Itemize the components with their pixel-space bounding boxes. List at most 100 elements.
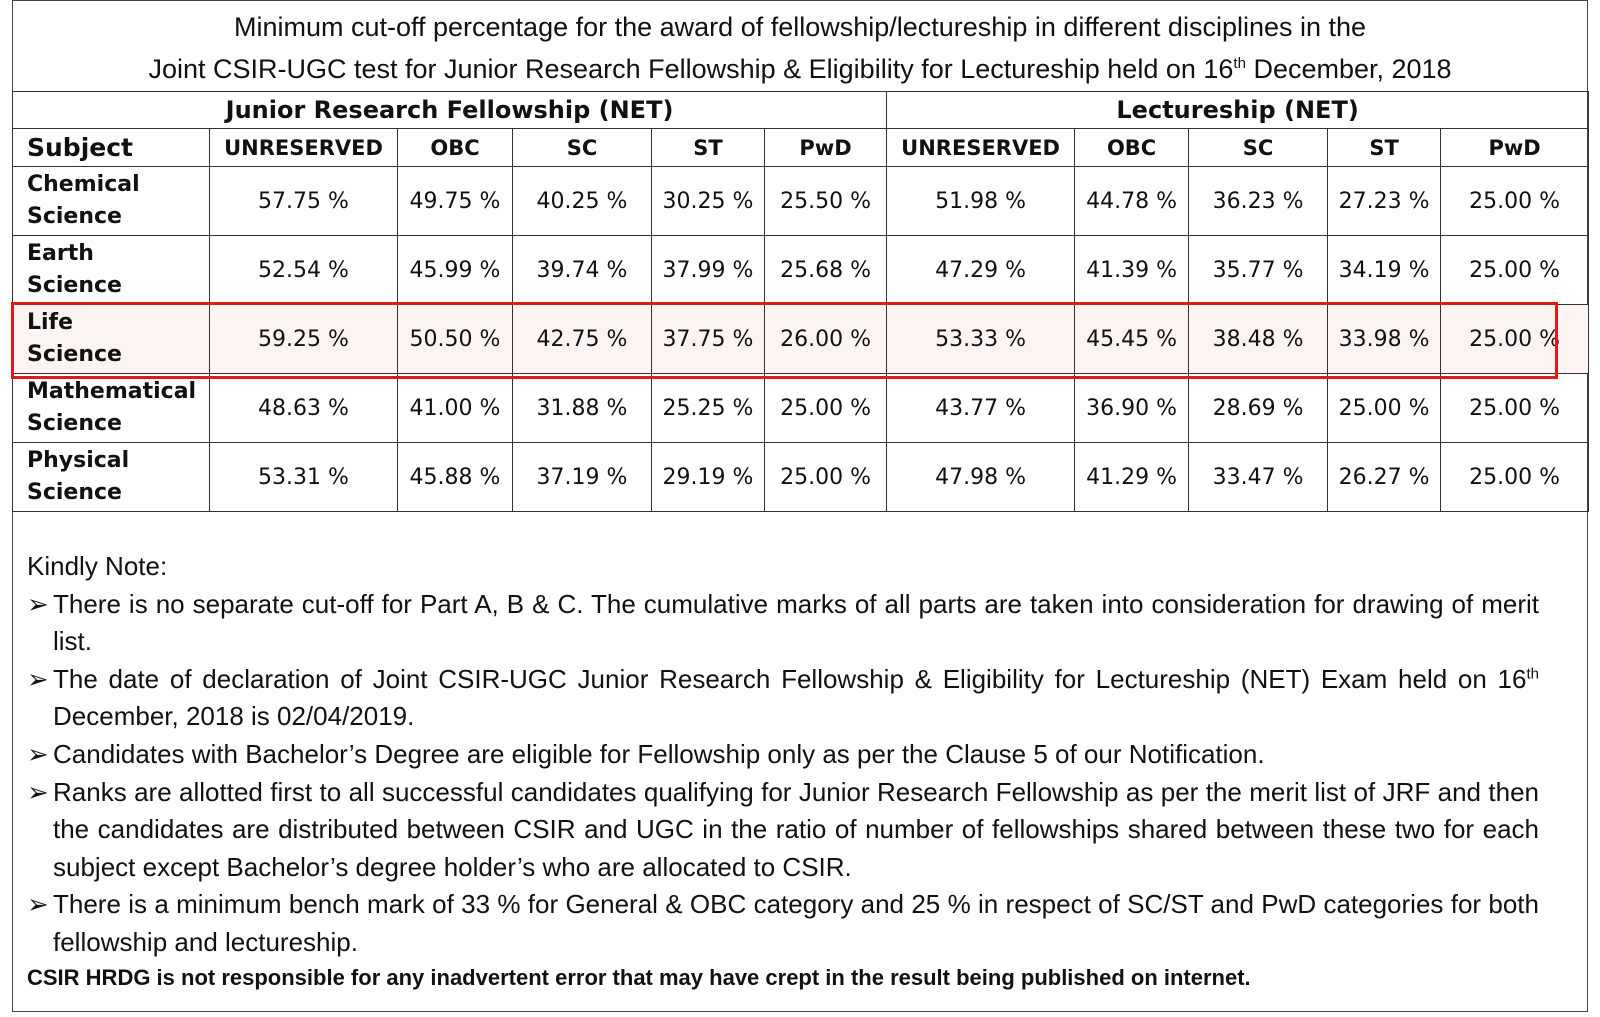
subject-cell: Physical Science: [12, 442, 210, 512]
disclaimer: CSIR HRDG is not responsible for any ina…: [27, 965, 1251, 990]
table-row: Mathematical Science 48.63 % 41.00 % 31.88 %…: [12, 373, 1590, 443]
percentage-cell: 25.00 %: [1327, 373, 1442, 443]
note-text: Candidates with Bachelor’s Degree are el…: [53, 738, 1265, 769]
note-superscript: th: [1526, 665, 1539, 683]
column-header: ST: [651, 128, 765, 167]
percentage-cell: 25.00 %: [1440, 373, 1590, 443]
note-item: ➢ Ranks are allotted first to all success…: [27, 774, 1539, 887]
bullet-arrow-icon: ➢: [27, 663, 49, 694]
percentage-cell: 29.19 %: [651, 442, 765, 512]
column-header: SC: [512, 128, 652, 167]
note-item: ➢ Candidates with Bachelor’s Degree are e…: [27, 736, 1539, 774]
note-text-suffix: December, 2018 is 02/04/2019.: [53, 701, 415, 732]
percentage-cell: 25.00 %: [763, 373, 888, 443]
table-row: Chemical Science 57.75 % 49.75 % 40.25 % 30.2…: [12, 166, 1590, 236]
notes-section: Kindly Note: ➢ There is no separate cut-o…: [27, 548, 1539, 962]
column-header-row: Subject UNRESERVED OBC SC ST PwD UNRESER…: [12, 128, 1590, 167]
subject-cell: Life Science: [12, 304, 210, 374]
column-header: PwD: [763, 128, 888, 167]
percentage-cell: 43.77 %: [886, 373, 1076, 443]
percentage-cell: 36.90 %: [1074, 373, 1190, 443]
percentage-cell: 48.63 %: [209, 373, 398, 443]
subject-name-line-1: Life: [27, 310, 74, 335]
document-title: Minimum cut-off percentage for the award…: [0, 6, 1600, 90]
percentage-cell: 40.25 %: [512, 166, 652, 236]
subject-cell: Mathematical Science: [12, 373, 210, 443]
percentage-cell: 33.98 %: [1327, 304, 1442, 374]
table-body: Chemical Science 57.75 % 49.75 % 40.25 % 30.2…: [12, 166, 1590, 512]
percentage-cell: 37.75 %: [651, 304, 765, 374]
title-line-2-suffix: December, 2018: [1245, 54, 1452, 84]
percentage-cell: 45.99 %: [397, 235, 513, 305]
title-line-1: Minimum cut-off percentage for the award…: [233, 12, 1367, 42]
percentage-cell: 53.31 %: [209, 442, 398, 512]
group-header-lectureship: Lectureship (NET): [886, 91, 1590, 129]
percentage-cell: 52.54 %: [209, 235, 398, 305]
column-header: OBC: [397, 128, 513, 167]
percentage-cell: 30.25 %: [651, 166, 765, 236]
percentage-cell: 38.48 %: [1188, 304, 1329, 374]
percentage-cell: 27.23 %: [1327, 166, 1442, 236]
subject-name-line-2: Science: [27, 480, 122, 505]
bullet-arrow-icon: ➢: [27, 588, 49, 619]
percentage-cell: 51.98 %: [886, 166, 1076, 236]
percentage-cell: 57.75 %: [209, 166, 398, 236]
percentage-cell: 25.00 %: [763, 442, 888, 512]
subject-name-line-1: Mathematical: [27, 379, 197, 404]
percentage-cell: 25.00 %: [1440, 166, 1590, 236]
percentage-cell: 44.78 %: [1074, 166, 1190, 236]
subject-header: Subject: [12, 128, 210, 167]
notes-heading: Kindly Note:: [27, 551, 168, 581]
percentage-cell: 37.99 %: [651, 235, 765, 305]
percentage-cell: 42.75 %: [512, 304, 652, 374]
percentage-cell: 45.45 %: [1074, 304, 1190, 374]
percentage-cell: 45.88 %: [397, 442, 513, 512]
percentage-cell: 35.77 %: [1188, 235, 1329, 305]
percentage-cell: 49.75 %: [397, 166, 513, 236]
column-header: PwD: [1440, 128, 1590, 167]
note-item: ➢ There is a minimum bench mark of 33 % f…: [27, 886, 1539, 961]
percentage-cell: 28.69 %: [1188, 373, 1329, 443]
note-text: There is no separate cut-off for Part A,…: [53, 588, 1539, 657]
subject-name-line-2: Science: [27, 342, 122, 367]
note-text: Ranks are allotted first to all successf…: [53, 776, 1539, 882]
percentage-cell: 34.19 %: [1327, 235, 1442, 305]
percentage-cell: 41.39 %: [1074, 235, 1190, 305]
percentage-cell: 53.33 %: [886, 304, 1076, 374]
percentage-cell: 39.74 %: [512, 235, 652, 305]
cutoff-table: Junior Research Fellowship (NET) Lecture…: [11, 91, 1590, 512]
subject-name-line-2: Science: [27, 273, 122, 298]
title-line-2: Joint CSIR-UGC test for Junior Research …: [0, 48, 1600, 90]
percentage-cell: 37.19 %: [512, 442, 652, 512]
percentage-cell: 50.50 %: [397, 304, 513, 374]
title-superscript: th: [1233, 55, 1246, 72]
subject-name-line-1: Earth: [27, 241, 94, 266]
subject-name-line-2: Science: [27, 204, 122, 229]
column-header: UNRESERVED: [209, 128, 398, 167]
subject-cell: Chemical Science: [12, 166, 210, 236]
percentage-cell: 25.50 %: [763, 166, 888, 236]
group-header-jrf: Junior Research Fellowship (NET): [11, 91, 888, 129]
table-row: Life Science 59.25 % 50.50 % 42.75 % 37.75 % 2…: [12, 304, 1590, 374]
percentage-cell: 47.98 %: [886, 442, 1076, 512]
title-line-2-prefix: Joint CSIR-UGC test for Junior Research …: [148, 54, 1234, 84]
table-row: Physical Science 53.31 % 45.88 % 37.19 % 29.1…: [12, 442, 1590, 512]
percentage-cell: 26.27 %: [1327, 442, 1442, 512]
percentage-cell: 25.00 %: [1440, 442, 1590, 512]
column-header: OBC: [1074, 128, 1190, 167]
column-header: UNRESERVED: [886, 128, 1076, 167]
percentage-cell: 47.29 %: [886, 235, 1076, 305]
percentage-cell: 25.25 %: [651, 373, 765, 443]
table-row: Earth Science 52.54 % 45.99 % 39.74 % 37.99 %…: [12, 235, 1590, 305]
note-text: There is a minimum bench mark of 33 % fo…: [53, 889, 1539, 957]
percentage-cell: 25.68 %: [763, 235, 888, 305]
percentage-cell: 59.25 %: [209, 304, 398, 374]
bullet-arrow-icon: ➢: [27, 889, 49, 920]
bullet-arrow-icon: ➢: [27, 776, 49, 807]
note-text: The date of declaration of Joint CSIR-UG…: [53, 663, 1527, 694]
bullet-arrow-icon: ➢: [27, 738, 49, 769]
column-header: SC: [1188, 128, 1329, 167]
percentage-cell: 25.00 %: [1440, 304, 1590, 374]
percentage-cell: 36.23 %: [1188, 166, 1329, 236]
note-item: ➢ The date of declaration of Joint CSIR-U…: [27, 661, 1539, 736]
